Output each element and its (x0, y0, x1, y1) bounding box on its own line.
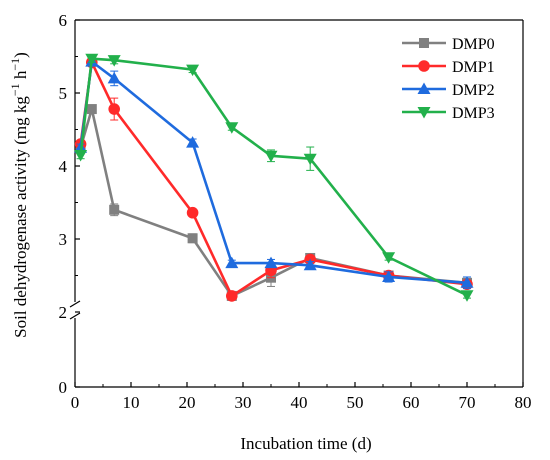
x-tick-label: 30 (235, 393, 252, 412)
legend-marker-dmp1 (418, 60, 430, 72)
data-point-dmp0 (109, 204, 120, 215)
data-point-dmp2 (107, 71, 121, 84)
data-point-dmp3 (225, 122, 239, 134)
legend: DMP0 DMP1 DMP2 DMP3 (402, 36, 495, 122)
x-tick-label: 50 (347, 393, 364, 412)
series-layer (74, 53, 474, 302)
data-point-dmp1 (186, 206, 199, 219)
legend-label-dmp1: DMP1 (452, 59, 495, 76)
legend-item-dmp1: DMP1 (402, 59, 495, 76)
y-axis-title: Soil dehydrogenase activity (mg kg−1 h−1… (8, 52, 30, 338)
legend-label-dmp0: DMP0 (452, 36, 495, 53)
x-tick-label: 40 (291, 393, 308, 412)
legend-marker-dmp2 (417, 82, 431, 94)
y-tick-label: 4 (59, 157, 68, 176)
y-axis-title-text: Soil dehydrogenase activity (mg kg (11, 96, 30, 338)
x-tick-label: 20 (179, 393, 196, 412)
legend-item-dmp3: DMP3 (402, 105, 495, 122)
y-tick-label: 2 (59, 303, 68, 322)
y-tick-label: 3 (59, 230, 68, 249)
data-point-dmp3 (382, 252, 396, 264)
y-axis-title-text: ) (11, 52, 30, 58)
x-tick-label: 0 (71, 393, 80, 412)
y-tick-label: 6 (59, 11, 68, 30)
data-point-dmp2 (382, 270, 396, 282)
data-point-dmp0 (187, 233, 198, 244)
legend-label-dmp3: DMP3 (452, 105, 495, 122)
x-tick-label: 10 (123, 393, 140, 412)
data-point-dmp3 (74, 150, 88, 162)
series-dmp3 (74, 53, 474, 302)
y-tick-label: 5 (59, 84, 68, 103)
x-tick-label: 70 (459, 393, 476, 412)
data-point-dmp2 (303, 258, 317, 271)
data-point-dmp2 (225, 256, 239, 269)
legend-marker-dmp0 (419, 38, 429, 48)
legend-marker-dmp3 (417, 107, 431, 119)
data-point-dmp3 (186, 64, 200, 77)
data-point-dmp1 (226, 290, 238, 302)
y-axis-title-superscript: −1 (8, 83, 22, 96)
y-axis-title-superscript: −1 (8, 58, 22, 71)
series-dmp2 (74, 55, 474, 290)
data-point-dmp3 (460, 290, 474, 302)
x-tick-label: 60 (403, 393, 420, 412)
data-point-dmp3 (264, 150, 278, 163)
series-line-dmp2 (79, 60, 468, 285)
data-point-dmp2 (460, 276, 474, 288)
y-axis-title-text: h (11, 70, 30, 83)
x-axis-title: Incubation time (d) (240, 434, 371, 453)
y-tick-label: 0 (59, 378, 68, 397)
data-point-dmp1 (108, 103, 120, 115)
data-point-dmp0 (86, 104, 97, 115)
legend-label-dmp2: DMP2 (452, 82, 495, 99)
data-point-dmp3 (85, 53, 99, 66)
axis-break-mark-lower (69, 312, 81, 320)
axes: 0 10 20 30 40 50 60 70 80 0 2 3 4 5 6 (59, 11, 532, 412)
legend-item-dmp2: DMP2 (402, 82, 495, 99)
data-point-dmp2 (186, 136, 200, 148)
data-point-dmp2 (264, 256, 278, 269)
data-point-dmp3 (107, 55, 121, 67)
x-tick-label: 80 (515, 393, 532, 412)
axis-break-mark-upper (69, 300, 81, 308)
legend-item-dmp0: DMP0 (402, 36, 495, 53)
data-point-dmp3 (303, 153, 317, 166)
